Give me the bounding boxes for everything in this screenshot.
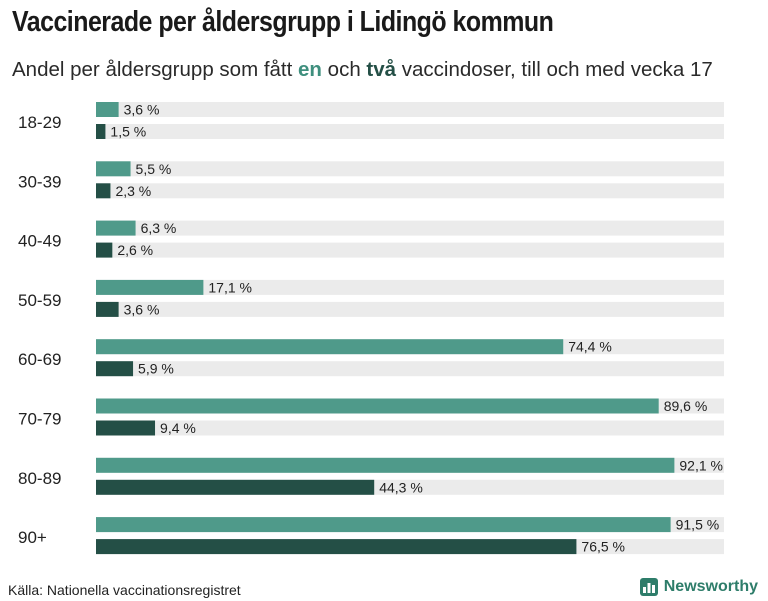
bar-dose1 [96,517,671,533]
value-label-dose2: 5,9 % [138,361,174,377]
bar-dose1 [96,102,119,117]
bar-dose1 [96,279,204,295]
age-group-18-29: 18-29 3,6 % 1,5 % [18,102,724,140]
value-label-dose2: 2,3 % [115,183,151,199]
category-label: 70-79 [18,410,61,429]
value-label-dose1: 3,6 % [124,102,160,118]
value-label-dose2: 44,3 % [379,479,423,495]
bar-dose1 [96,161,131,177]
chart-title: Vaccinerade per åldersgrupp i Lidingö ko… [12,6,554,38]
bar-dose2 [96,183,111,199]
bar-track [96,279,724,295]
age-group-50-59: 50-59 17,1 % 3,6 % [18,279,724,317]
value-label-dose2: 76,5 % [581,539,625,555]
value-label-dose1: 89,6 % [664,398,708,414]
brand-logo: Newsworthy [639,578,758,596]
bar-dose2 [96,301,119,317]
age-group-70-79: 70-79 89,6 % 9,4 % [18,398,724,436]
age-group-30-39: 30-39 5,5 % 2,3 % [18,161,724,199]
value-label-dose1: 91,5 % [676,517,720,533]
bar-dose1 [96,398,659,414]
category-label: 40-49 [18,232,61,251]
category-label: 50-59 [18,291,61,310]
value-label-dose1: 17,1 % [208,279,252,295]
age-group-80-89: 80-89 92,1 % 44,3 % [18,457,724,495]
subtitle-part-3: vaccindoser, till och med vecka 17 [396,58,713,81]
age-group-60-69: 60-69 74,4 % 5,9 % [18,339,724,377]
bar-track [96,301,724,317]
value-label-dose1: 74,4 % [568,339,612,355]
bar-track [96,242,724,258]
bar-track [96,183,724,199]
bar-chart: 18-29 3,6 % 1,5 % 30-39 5,5 % 2,3 % 40-49 6,3 %… [18,102,724,555]
bar-dose2 [96,242,113,258]
subtitle-dose-2: två [366,58,397,81]
category-label: 18-29 [18,113,61,132]
value-label-dose1: 5,5 % [136,161,172,177]
value-label-dose2: 9,4 % [160,420,196,436]
bar-dose2 [96,361,134,377]
value-label-dose2: 2,6 % [117,242,153,258]
bar-dose2 [96,479,375,495]
bar-dose2 [96,420,156,436]
category-label: 60-69 [18,350,61,369]
bar-dose2 [96,124,106,139]
bar-dose1 [96,339,564,355]
value-label-dose2: 3,6 % [124,301,160,317]
bar-track [96,124,724,139]
value-label-dose2: 1,5 % [110,124,146,140]
bar-track [96,161,724,177]
brand-name: Newsworthy [663,578,758,595]
bar-track [96,220,724,236]
age-group-40-49: 40-49 6,3 % 2,6 % [18,220,724,258]
bar-dose1 [96,457,675,473]
bar-track [96,361,724,377]
bar-dose2 [96,539,577,555]
bar-track [96,102,724,117]
bar-dose1 [96,220,136,236]
value-label-dose1: 92,1 % [679,457,723,473]
subtitle-part-1: Andel per åldersgrupp som fått [12,58,299,81]
subtitle-dose-1: en [298,58,322,81]
category-label: 90+ [18,528,47,547]
category-label: 30-39 [18,172,61,191]
source-note: Källa: Nationella vaccinationsregistret [8,582,241,598]
subtitle-part-2: och [321,58,367,81]
chart-subtitle: Andel per åldersgrupp som fått en och tv… [12,58,713,82]
newsworthy-icon [639,578,658,596]
category-label: 80-89 [18,469,61,488]
bar-track [96,420,724,436]
value-label-dose1: 6,3 % [141,220,177,236]
age-group-90+: 90+ 91,5 % 76,5 % [18,517,724,555]
